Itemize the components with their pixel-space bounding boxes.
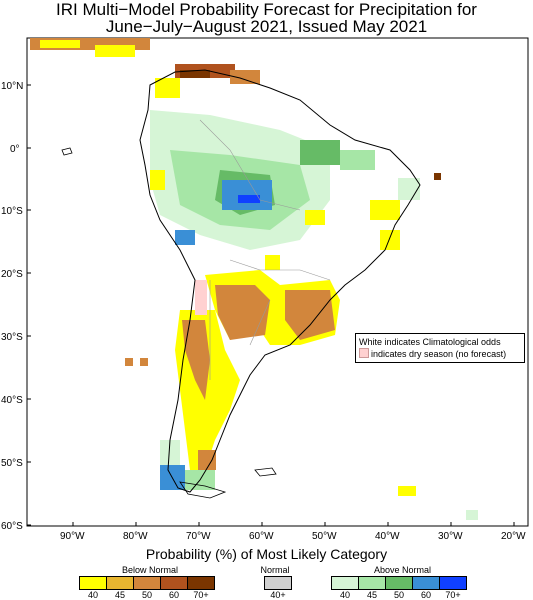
legend-swatch-above-normal-4 [412, 576, 440, 590]
legend-tick-above-normal-5: 70+ [445, 590, 461, 600]
legend-swatch-below-normal-3 [133, 576, 161, 590]
y-label-60s: 60°S [1, 521, 23, 532]
legend-swatch-above-normal-2 [358, 576, 386, 590]
y-label-50s: 50°S [1, 458, 23, 469]
legend-tick-below-normal-3: 50 [141, 590, 152, 600]
legend-tick-below-normal-1: 40 [87, 590, 98, 600]
falkland-islands [254, 467, 277, 477]
y-label-30s: 30°S [1, 332, 23, 343]
map-title-line-2: June−July−August 2021, Issued May 2021 [105, 17, 428, 36]
legend-below-normal-swatches [79, 576, 215, 590]
x-label-70w: 70°W [186, 531, 211, 542]
country-borders [199, 119, 331, 380]
south-america-outline [139, 69, 421, 493]
x-label-80w: 80°W [123, 531, 148, 542]
tierra-del-fuego [179, 481, 227, 499]
legend-tick-above-normal-1: 40 [339, 590, 350, 600]
legend-swatch-normal-1 [264, 576, 292, 590]
y-label-0: 0° [10, 144, 20, 155]
y-label-10s: 10°S [1, 206, 23, 217]
note-line-dry-season: indicates dry season (no forecast) [371, 349, 507, 359]
x-label-90w: 90°W [60, 531, 85, 542]
map-frame [26, 37, 529, 527]
dry-season-swatch [359, 348, 369, 358]
legend-tick-below-normal-4: 60 [168, 590, 179, 600]
legend-swatch-above-normal-5 [439, 576, 467, 590]
y-label-10n: 10°N [1, 81, 23, 92]
legend-swatch-below-normal-2 [106, 576, 134, 590]
legend-heading: Probability (%) of Most Likely Category [145, 546, 388, 562]
y-axis: 10°N 0° 10°S 20°S 30°S 40°S 50°S 60°S [1, 81, 31, 532]
legend-swatch-below-normal-5 [187, 576, 215, 590]
legend-below-normal-label: Below Normal [121, 565, 179, 575]
legend-swatch-below-normal-1 [79, 576, 107, 590]
legend-above-normal-swatches [331, 576, 467, 590]
note-dry-season-row: indicates dry season (no forecast) [359, 348, 521, 360]
legend-tick-above-normal-3: 50 [393, 590, 404, 600]
legend-tick-above-normal-2: 45 [366, 590, 377, 600]
legend-tick-below-normal-2: 45 [114, 590, 125, 600]
galapagos-islands [61, 147, 73, 156]
x-label-30w: 30°W [438, 531, 463, 542]
map-title-line-1: IRI Multi−Model Probability Forecast for… [56, 0, 477, 19]
legend-swatch-above-normal-1 [331, 576, 359, 590]
note-line-climatology: White indicates Climatological odds [359, 337, 501, 347]
legend-tick-below-normal-5: 70+ [193, 590, 209, 600]
legend-swatch-below-normal-4 [160, 576, 188, 590]
y-label-40s: 40°S [1, 395, 23, 406]
legend-tick-normal-1: 40+ [270, 590, 286, 600]
legend-tick-above-normal-4: 60 [420, 590, 431, 600]
legend-normal-label: Normal [260, 565, 290, 575]
x-label-50w: 50°W [312, 531, 337, 542]
legend-above-normal-label: Above Normal [373, 565, 432, 575]
forecast-shading [30, 38, 478, 520]
legend-swatch-above-normal-3 [385, 576, 413, 590]
x-label-40w: 40°W [375, 531, 400, 542]
y-label-20s: 20°S [1, 269, 23, 280]
climatology-note: White indicates Climatological odds indi… [355, 333, 525, 363]
x-label-60w: 60°W [249, 531, 274, 542]
legend-normal-swatches [264, 576, 292, 590]
x-label-20w: 20°W [501, 531, 526, 542]
x-axis: 90°W 80°W 70°W 60°W 50°W 40°W 30°W 20°W [60, 522, 526, 542]
